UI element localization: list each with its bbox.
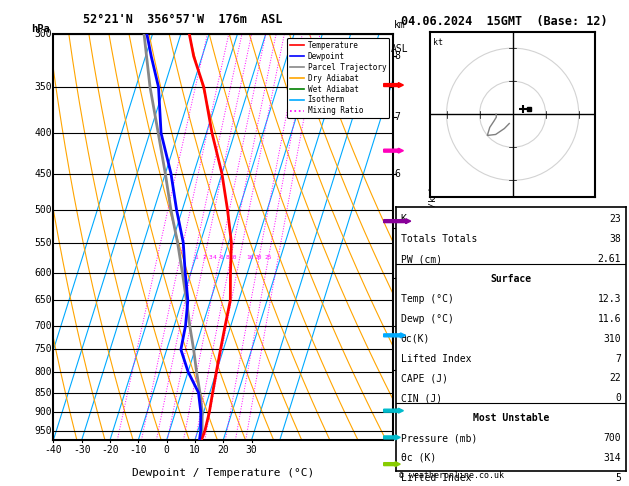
Text: 1: 1: [395, 405, 401, 416]
Text: 23: 23: [610, 214, 621, 225]
Text: 20: 20: [255, 255, 262, 260]
Text: 3: 3: [395, 321, 401, 331]
Text: 7: 7: [395, 112, 401, 122]
Text: PW (cm): PW (cm): [401, 254, 442, 264]
Text: 700: 700: [604, 433, 621, 443]
Text: -20: -20: [101, 445, 119, 455]
Text: 8: 8: [395, 51, 401, 61]
Text: 4: 4: [395, 273, 401, 283]
Text: 7: 7: [615, 353, 621, 364]
Text: 8: 8: [225, 255, 229, 260]
Text: 550: 550: [34, 238, 52, 248]
Text: -10: -10: [130, 445, 147, 455]
Text: 3: 3: [208, 255, 212, 260]
Text: CAPE (J): CAPE (J): [401, 373, 448, 383]
Text: 11.6: 11.6: [598, 314, 621, 324]
Text: 10: 10: [189, 445, 201, 455]
Text: 22: 22: [610, 373, 621, 383]
Text: 4: 4: [213, 255, 216, 260]
Text: 6: 6: [220, 255, 223, 260]
Text: 314: 314: [604, 453, 621, 463]
Legend: Temperature, Dewpoint, Parcel Trajectory, Dry Adiabat, Wet Adiabat, Isotherm, Mi: Temperature, Dewpoint, Parcel Trajectory…: [287, 38, 389, 119]
Text: 900: 900: [34, 407, 52, 417]
Text: ASL: ASL: [391, 44, 409, 54]
Text: θc (K): θc (K): [401, 453, 436, 463]
Text: 04.06.2024  15GMT  (Base: 12): 04.06.2024 15GMT (Base: 12): [401, 15, 608, 28]
Text: © weatheronline.co.uk: © weatheronline.co.uk: [399, 471, 504, 480]
Text: 2: 2: [203, 255, 206, 260]
Text: 300: 300: [34, 29, 52, 39]
Text: Most Unstable: Most Unstable: [473, 413, 549, 423]
Text: 16: 16: [246, 255, 253, 260]
Text: 850: 850: [34, 388, 52, 398]
Text: km: km: [394, 20, 406, 30]
Text: 800: 800: [34, 367, 52, 377]
Text: 310: 310: [604, 334, 621, 344]
Text: 950: 950: [34, 426, 52, 436]
Text: Totals Totals: Totals Totals: [401, 234, 477, 244]
Text: 5: 5: [395, 223, 401, 233]
Text: K: K: [401, 214, 407, 225]
Text: 10: 10: [229, 255, 237, 260]
Text: 450: 450: [34, 169, 52, 179]
Text: 400: 400: [34, 128, 52, 138]
Text: 2: 2: [395, 364, 401, 375]
Text: 25: 25: [264, 255, 272, 260]
Text: -30: -30: [73, 445, 91, 455]
Text: 350: 350: [34, 82, 52, 92]
Text: θc(K): θc(K): [401, 334, 430, 344]
Text: Surface: Surface: [491, 274, 532, 284]
Text: Mixing Ratio (g/kg): Mixing Ratio (g/kg): [430, 186, 438, 288]
Text: 52°21'N  356°57'W  176m  ASL: 52°21'N 356°57'W 176m ASL: [83, 13, 282, 26]
Text: 2.61: 2.61: [598, 254, 621, 264]
Text: -40: -40: [45, 445, 62, 455]
Text: 38: 38: [610, 234, 621, 244]
Text: 650: 650: [34, 295, 52, 305]
Text: LCL: LCL: [395, 445, 413, 455]
Text: 20: 20: [218, 445, 229, 455]
Text: 6: 6: [395, 169, 401, 179]
Text: Dewp (°C): Dewp (°C): [401, 314, 454, 324]
Text: 0: 0: [164, 445, 170, 455]
Text: 12.3: 12.3: [598, 294, 621, 304]
Text: 500: 500: [34, 205, 52, 215]
Text: Pressure (mb): Pressure (mb): [401, 433, 477, 443]
Text: Temp (°C): Temp (°C): [401, 294, 454, 304]
Text: 0: 0: [615, 393, 621, 403]
Text: 5: 5: [615, 473, 621, 483]
Text: 30: 30: [246, 445, 257, 455]
Text: 750: 750: [34, 345, 52, 354]
Text: hPa: hPa: [31, 24, 50, 34]
Text: 600: 600: [34, 268, 52, 278]
Text: 700: 700: [34, 321, 52, 331]
Text: 1: 1: [194, 255, 198, 260]
Text: Dewpoint / Temperature (°C): Dewpoint / Temperature (°C): [132, 468, 314, 478]
Text: Lifted Index: Lifted Index: [401, 353, 471, 364]
Text: Lifted Index: Lifted Index: [401, 473, 471, 483]
Text: kt: kt: [433, 38, 443, 47]
Text: CIN (J): CIN (J): [401, 393, 442, 403]
